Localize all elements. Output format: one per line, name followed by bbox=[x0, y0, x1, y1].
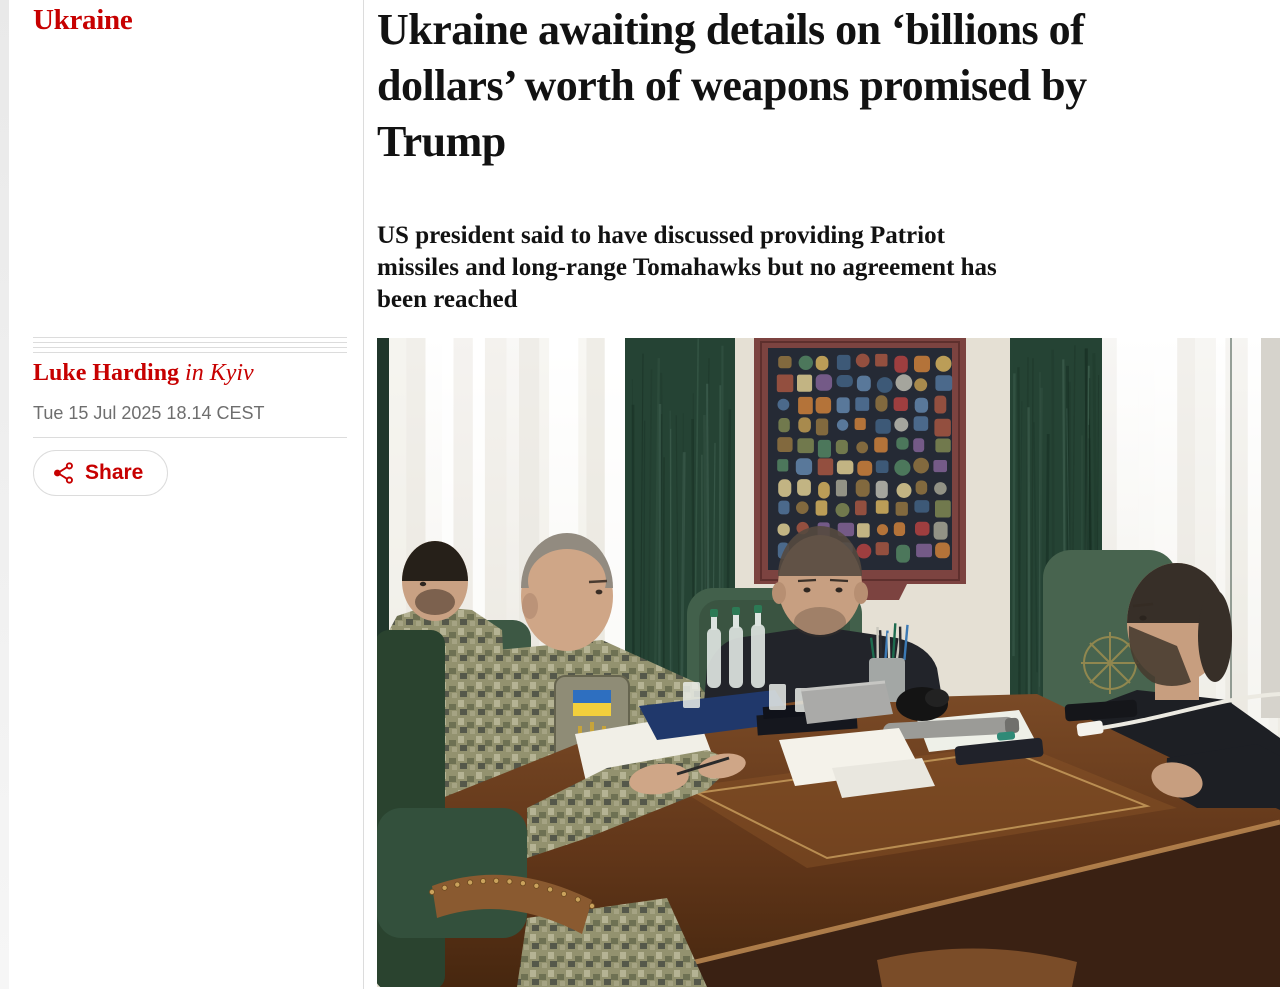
share-button[interactable]: Share bbox=[33, 449, 169, 496]
headline: Ukraine awaiting details on ‘billions of… bbox=[377, 5, 1087, 166]
table-items bbox=[575, 605, 1280, 798]
decorative-rules bbox=[33, 337, 347, 353]
byline-block: Luke Harding in Kyiv Tue 15 Jul 2025 18.1… bbox=[33, 337, 347, 496]
divider-rule bbox=[33, 436, 347, 438]
water-bottles bbox=[683, 605, 812, 712]
publish-date: Tue 15 Jul 2025 18.14 CEST bbox=[33, 402, 265, 423]
byline-location: in Kyiv bbox=[185, 360, 254, 386]
section-label[interactable]: Ukraine bbox=[33, 4, 133, 36]
column-divider bbox=[363, 0, 364, 989]
standfirst: US president said to have discussed prov… bbox=[377, 222, 997, 313]
byline: Luke Harding in Kyiv bbox=[33, 360, 347, 388]
pen-cup bbox=[869, 623, 909, 661]
article-meta-column: Ukraine Luke Harding in Kyiv Tue 15 Jul 2… bbox=[0, 0, 363, 989]
article-content: Ukraine awaiting details on ‘billions of… bbox=[377, 0, 1280, 987]
share-icon bbox=[54, 461, 73, 484]
photo-illustration bbox=[377, 338, 1280, 987]
article-photo bbox=[377, 338, 1280, 987]
foreground-arms bbox=[527, 744, 1280, 858]
byline-author[interactable]: Luke Harding bbox=[33, 360, 180, 386]
foreground-chair bbox=[377, 630, 1077, 987]
page-edge-shading bbox=[0, 0, 9, 989]
share-label: Share bbox=[85, 460, 144, 484]
